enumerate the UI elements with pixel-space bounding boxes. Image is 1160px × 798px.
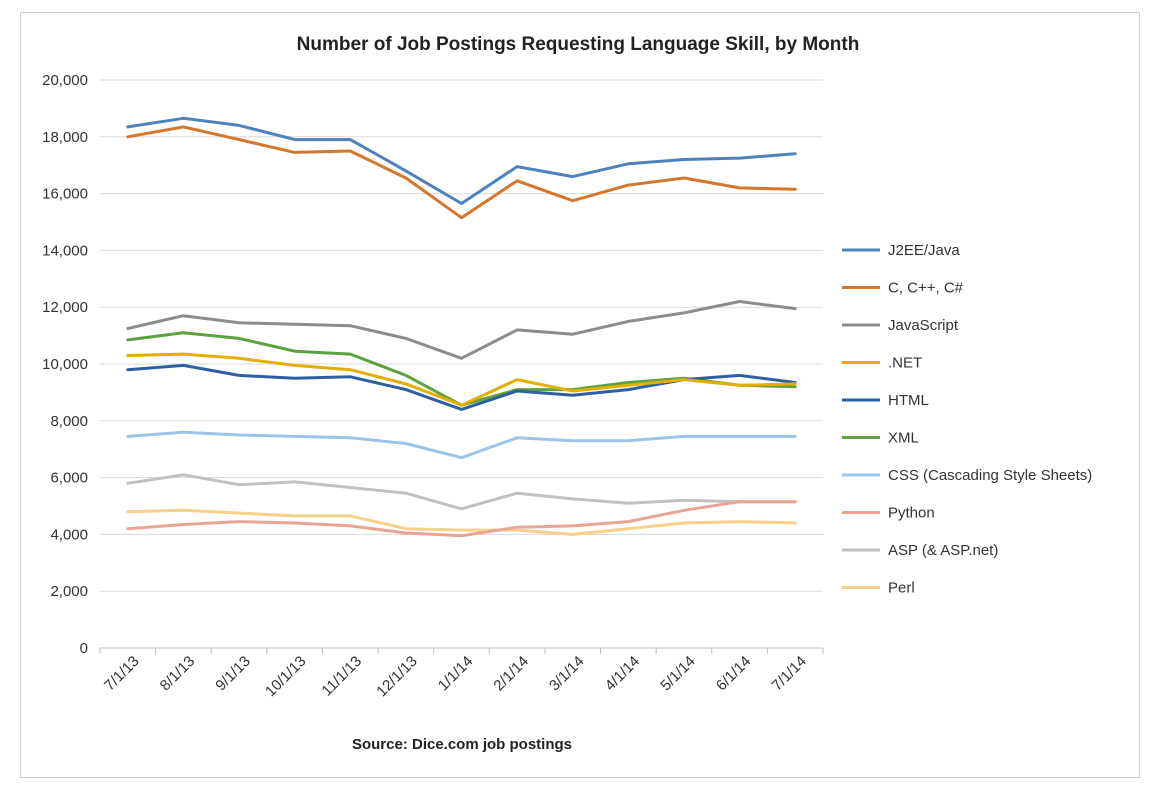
- series-line: [126, 331, 797, 407]
- y-tick-label: 12,000: [42, 299, 88, 316]
- legend-label: HTML: [888, 392, 929, 409]
- y-tick-label: 4,000: [50, 526, 88, 543]
- x-tick-label: 5/1/14: [657, 653, 699, 695]
- legend-label: ASP (& ASP.net): [888, 542, 998, 559]
- x-tick-label: 3/1/14: [546, 653, 588, 695]
- y-tick-label: 16,000: [42, 186, 88, 203]
- y-tick-label: 14,000: [42, 242, 88, 259]
- legend-label: JavaScript: [888, 317, 959, 334]
- series-line: [126, 500, 797, 538]
- y-tick-label: 18,000: [42, 129, 88, 146]
- series-line: [126, 352, 797, 407]
- series-line: [126, 473, 797, 511]
- y-tick-label: 6,000: [50, 470, 88, 487]
- x-tick-label: 10/1/13: [262, 653, 309, 700]
- y-tick-label: 8,000: [50, 413, 88, 430]
- series-line: [126, 300, 797, 360]
- x-tick-label: 1/1/14: [435, 653, 477, 695]
- legend-label: CSS (Cascading Style Sheets): [888, 467, 1092, 484]
- series-line: [126, 363, 797, 411]
- y-axis: 0 2,000 4,000 6,000 8,000 10,000 12,000 14,000 1…: [42, 72, 88, 657]
- x-axis: 7/1/13 8/1/13 9/1/13 10/1/13 11/1/13 12/1/13 1…: [99, 647, 824, 700]
- x-tick-label: 2/1/14: [490, 653, 532, 695]
- x-tick-label: 4/1/14: [602, 653, 644, 695]
- legend-label: XML: [888, 430, 919, 447]
- y-tick-label: 20,000: [42, 72, 88, 89]
- legend-label: .NET: [888, 355, 922, 372]
- series-lines: [126, 116, 797, 538]
- x-tick-label: 7/1/14: [769, 653, 811, 695]
- x-tick-label: 11/1/13: [318, 653, 365, 700]
- legend-label: Python: [888, 505, 935, 522]
- y-tick-label: 2,000: [50, 583, 88, 600]
- x-tick-label: 7/1/13: [101, 653, 143, 695]
- x-tick-label: 8/1/13: [157, 653, 199, 695]
- series-line: [126, 125, 797, 220]
- legend-label: C, C++, C#: [888, 280, 964, 297]
- series-line: [126, 430, 797, 460]
- y-tick-label: 10,000: [42, 356, 88, 373]
- x-tick-label: 6/1/14: [713, 653, 755, 695]
- x-tick-label: 12/1/13: [373, 653, 420, 700]
- gridlines: [100, 79, 823, 649]
- y-tick-label: 0: [80, 640, 88, 657]
- legend-label: J2EE/Java: [888, 242, 960, 259]
- source-note: Source: Dice.com job postings: [352, 736, 572, 753]
- legend: J2EE/Java C, C++, C# JavaScript .NET HTML XML…: [842, 242, 1092, 597]
- x-tick-label: 9/1/13: [212, 653, 254, 695]
- chart-title: Number of Job Postings Requesting Langua…: [297, 34, 860, 55]
- legend-label: Perl: [888, 580, 915, 597]
- series-line: [126, 508, 797, 536]
- series-line: [126, 116, 797, 205]
